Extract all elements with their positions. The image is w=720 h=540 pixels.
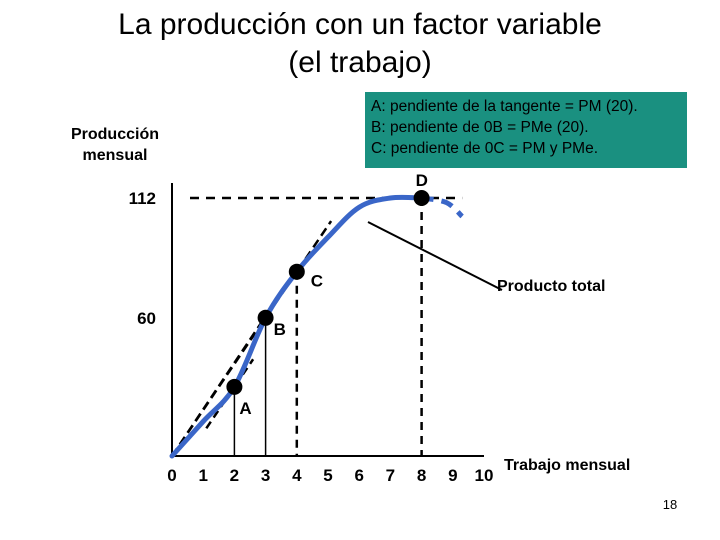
point-label-b: B xyxy=(274,320,286,339)
page-number: 18 xyxy=(662,497,678,512)
ray-0c xyxy=(170,220,333,457)
note-line-b: B: pendiente de 0B = PMe (20). xyxy=(371,119,589,136)
x-tick-label: 10 xyxy=(475,466,494,485)
point-label-a: A xyxy=(239,399,251,418)
y-axis-label-line-2: mensual xyxy=(82,147,148,164)
x-tick-label: 3 xyxy=(261,466,270,485)
point-d xyxy=(413,190,430,206)
x-tick-label: 8 xyxy=(417,466,426,485)
x-tick-label: 0 xyxy=(167,466,176,485)
x-tick-label: 4 xyxy=(292,466,302,485)
x-axis-title: Trabajo mensual xyxy=(504,457,630,474)
x-tick-label: 7 xyxy=(386,466,395,485)
title-line-2: (el trabajo) xyxy=(288,46,432,79)
point-c xyxy=(288,263,305,280)
total-product-annotation: Producto total xyxy=(497,278,605,295)
point-label-c: C xyxy=(311,272,323,291)
x-tick-label: 2 xyxy=(230,466,239,485)
x-tick-label: 1 xyxy=(198,466,207,485)
point-a xyxy=(226,378,243,395)
y-tick-label: 112 xyxy=(129,189,156,208)
y-axis-label-line-1: Producción xyxy=(70,126,159,143)
note-line-c: C: pendiente de 0C = PM y PMe. xyxy=(371,140,599,157)
x-tick-label: 9 xyxy=(448,466,457,485)
slide-title: La producción con un factor variable (el… xyxy=(0,6,720,82)
x-tick-label: 6 xyxy=(354,466,363,485)
slope-note-box: A: pendiente de la tangente = PM (20). B… xyxy=(365,92,687,168)
title-line-1: La producción con un factor variable xyxy=(118,8,602,41)
note-line-a: A: pendiente de la tangente = PM (20). xyxy=(371,98,638,115)
x-tick-label: 5 xyxy=(323,466,332,485)
point-label-d: D xyxy=(416,171,428,190)
point-b xyxy=(257,309,274,326)
annotation-pointer xyxy=(367,221,503,291)
y-tick-label: 60 xyxy=(137,309,156,328)
y-axis-label: Producción mensual xyxy=(40,124,190,166)
